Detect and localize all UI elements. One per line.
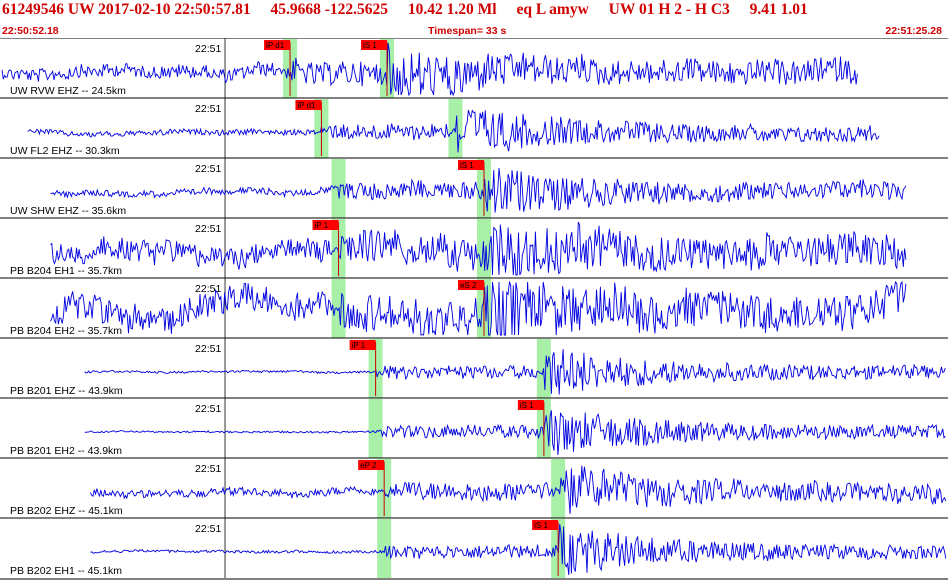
trace-label: UW RVW EHZ -- 24.5km [10,85,126,97]
pick-label: iS 1 [460,161,474,170]
trace-label: PB B202 EH1 -- 45.1km [10,565,122,577]
waveform [89,465,947,514]
event-summary: 61249546 UW 2017-02-10 22:50:57.81 45.96… [2,1,808,19]
event-lat: 45.9668 [270,1,321,18]
trace-label: PB B201 EHZ -- 43.9km [10,385,123,397]
event-header: 61249546 UW 2017-02-10 22:50:57.81 45.96… [0,0,948,24]
event-depth: 10.42 [407,1,443,18]
waveform [27,109,880,153]
trace-label: UW SHW EHZ -- 35.6km [10,205,126,217]
pick-label: iP d1 [297,101,316,110]
pick-flag [532,520,559,530]
pick-flag [295,100,322,110]
waveform [50,168,907,213]
trace-label: PB B201 EH2 -- 43.9km [10,445,122,457]
time-tick-label: 22:51 [195,43,221,55]
pick-label: iP 1 [352,341,366,350]
pick-window [377,519,392,578]
time-tick-label: 22:51 [195,463,221,475]
pick-label: iP d1 [266,41,285,50]
pick-window [368,399,383,458]
event-flags: L amyw [535,1,589,18]
trace-label: UW FL2 EHZ -- 30.3km [10,145,120,157]
event-datetime: 2017-02-10 22:50:57.81 [98,1,251,18]
trace-panel: 22:51 eS 2 PB B204 EH2 -- 35.7km [0,277,948,338]
pick-label: eS 2 [460,281,477,290]
pick-label: iS 1 [534,521,548,530]
pick-label: iP 1 [315,221,329,230]
pick-flag [358,460,385,470]
trace-panel: 22:51 iS 1 PB B202 EH1 -- 45.1km [0,517,948,578]
seismogram-panel: 22:51 iP d1 iS 1 UW RVW EHZ -- 24.5km 22:51 i… [0,38,948,580]
timeline-end: 22:51:25.28 [885,25,942,37]
pick-flag [457,160,484,170]
waveform [1,43,858,97]
event-value-b: 1.01 [780,1,808,18]
time-tick-label: 22:51 [195,523,221,535]
pick-label: iS 1 [520,401,534,410]
event-station-info: UW 01 H 2 - H C3 [608,1,730,18]
event-type: eq [516,1,532,18]
time-tick-label: 22:51 [195,403,221,415]
pick-flag [457,280,484,290]
waveform [90,524,947,576]
waveform [84,410,946,456]
pick-flag [361,40,388,50]
pick-window [331,159,346,218]
time-tick-label: 22:51 [195,163,221,175]
pick-label: eP 2 [360,461,377,470]
waveform [84,349,946,395]
trace-label: PB B204 EH1 -- 35.7km [10,265,122,277]
pick-label: iS 1 [363,41,377,50]
trace-label: PB B202 EHZ -- 45.1km [10,505,123,517]
event-id: 61249546 [2,1,64,18]
trace-panel: 22:51 iS 1 UW SHW EHZ -- 35.6km [0,157,948,218]
trace-panel: 22:51 eP 2 PB B202 EHZ -- 45.1km [0,457,948,518]
trace-label: PB B204 EH2 -- 35.7km [10,325,122,337]
timeline-start: 22:50:52.18 [2,25,59,37]
timeline-span: Timespan= 33 s [428,25,507,37]
waveform [50,221,907,276]
waveform [50,280,907,336]
event-value-a: 9.41 [749,1,777,18]
pick-window [551,459,566,518]
time-tick-label: 22:51 [195,283,221,295]
trace-panel: 22:51 iP 1 PB B201 EHZ -- 43.9km [0,337,948,398]
pick-flag [517,400,544,410]
time-tick-label: 22:51 [195,223,221,235]
pick-flag [312,220,339,230]
trace-panel: 22:51 iP d1 UW FL2 EHZ -- 30.3km [0,97,948,158]
trace-panel: 22:51 iP 1 PB B204 EH1 -- 35.7km [0,217,948,278]
time-tick-label: 22:51 [195,343,221,355]
event-lon: -122.5625 [324,1,388,18]
pick-flag [349,340,376,350]
time-tick-label: 22:51 [195,103,221,115]
pick-flag [264,40,291,50]
event-network: UW [67,1,95,18]
trace-panel: 22:51 iP d1 iS 1 UW RVW EHZ -- 24.5km [0,38,948,98]
event-magnitude: 1.20 Ml [446,1,497,18]
trace-panel: 22:51 iS 1 PB B201 EH2 -- 43.9km [0,397,948,458]
